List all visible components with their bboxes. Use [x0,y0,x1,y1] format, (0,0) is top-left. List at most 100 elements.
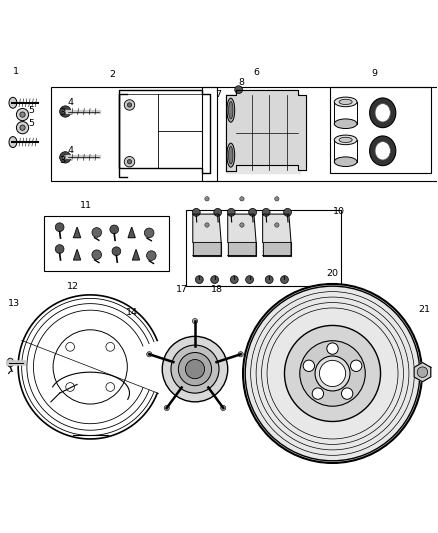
Circle shape [281,276,288,284]
Circle shape [55,223,64,231]
Circle shape [275,197,279,201]
Ellipse shape [339,138,352,142]
Circle shape [164,405,170,410]
Ellipse shape [227,98,235,122]
Ellipse shape [9,98,17,108]
Circle shape [127,103,132,107]
Ellipse shape [375,103,390,122]
Circle shape [275,223,279,227]
Circle shape [211,276,219,284]
Circle shape [63,155,68,160]
Circle shape [327,343,338,354]
Circle shape [265,276,273,284]
Bar [201,87,438,181]
Text: 10: 10 [333,207,345,216]
Circle shape [110,225,119,234]
Circle shape [66,343,74,351]
Circle shape [124,100,135,110]
Text: 13: 13 [8,299,20,308]
Polygon shape [193,243,221,256]
Circle shape [284,208,291,216]
Bar [51,87,217,181]
Text: 8: 8 [239,78,245,87]
Text: 4: 4 [67,146,74,155]
Circle shape [262,208,270,216]
Circle shape [147,251,156,261]
Ellipse shape [229,147,233,164]
Circle shape [246,276,254,284]
Ellipse shape [334,157,357,166]
Circle shape [303,360,314,372]
Circle shape [106,343,115,351]
Circle shape [235,86,243,94]
Circle shape [162,336,228,402]
Polygon shape [226,94,300,173]
Polygon shape [128,227,135,238]
Circle shape [178,352,212,386]
Circle shape [214,208,222,216]
Circle shape [205,223,209,227]
Circle shape [60,106,71,117]
Circle shape [230,276,238,284]
Polygon shape [228,243,256,256]
Circle shape [112,247,121,256]
Circle shape [16,122,28,134]
Circle shape [127,159,132,164]
Polygon shape [74,227,81,238]
Ellipse shape [375,142,390,160]
Circle shape [342,388,353,399]
Circle shape [243,284,422,463]
Text: 12: 12 [67,282,79,291]
Text: 4: 4 [67,98,74,107]
Circle shape [185,359,205,379]
Polygon shape [263,243,291,256]
Ellipse shape [9,136,17,148]
Text: 11: 11 [80,201,92,210]
Circle shape [417,367,427,377]
Ellipse shape [334,97,357,107]
Ellipse shape [227,143,235,167]
Circle shape [240,223,244,227]
Text: 21: 21 [418,305,430,314]
Circle shape [315,356,350,391]
Circle shape [106,383,115,391]
Text: 18: 18 [211,285,223,294]
Text: 6: 6 [253,68,259,77]
Circle shape [350,360,362,372]
Circle shape [205,197,209,201]
Circle shape [92,250,102,260]
Circle shape [285,326,381,422]
Ellipse shape [334,119,357,128]
Circle shape [171,345,219,393]
Ellipse shape [7,358,14,367]
Ellipse shape [339,99,352,104]
Polygon shape [74,249,81,260]
Text: 20: 20 [326,269,339,278]
Text: 5: 5 [28,106,34,115]
Circle shape [192,208,200,216]
Circle shape [192,318,198,324]
Polygon shape [228,214,256,256]
Text: 3: 3 [59,156,65,165]
Polygon shape [263,214,291,256]
Circle shape [16,108,28,120]
Polygon shape [193,214,221,256]
Circle shape [240,197,244,201]
Circle shape [63,109,68,114]
Polygon shape [133,249,140,260]
Text: 2: 2 [109,70,115,79]
Circle shape [221,405,226,410]
Circle shape [145,228,154,238]
Circle shape [20,112,25,117]
Circle shape [319,360,346,386]
Text: 7: 7 [215,90,221,99]
Text: 5: 5 [28,119,34,128]
Text: 3: 3 [59,108,65,117]
Circle shape [227,208,235,216]
Circle shape [55,245,64,253]
Text: 1: 1 [13,67,19,76]
Polygon shape [226,90,306,171]
Circle shape [66,383,74,391]
Circle shape [300,341,365,406]
Bar [44,216,169,271]
